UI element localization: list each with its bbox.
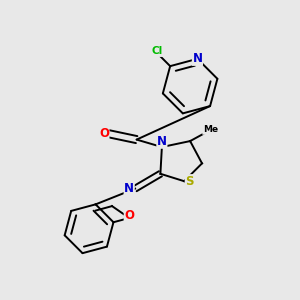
Text: N: N [157,135,167,148]
Text: Cl: Cl [151,46,163,56]
Text: O: O [99,127,109,140]
Text: S: S [185,175,194,188]
Text: N: N [124,182,134,195]
Text: N: N [192,52,203,65]
Text: O: O [124,208,134,221]
Text: Me: Me [203,125,218,134]
